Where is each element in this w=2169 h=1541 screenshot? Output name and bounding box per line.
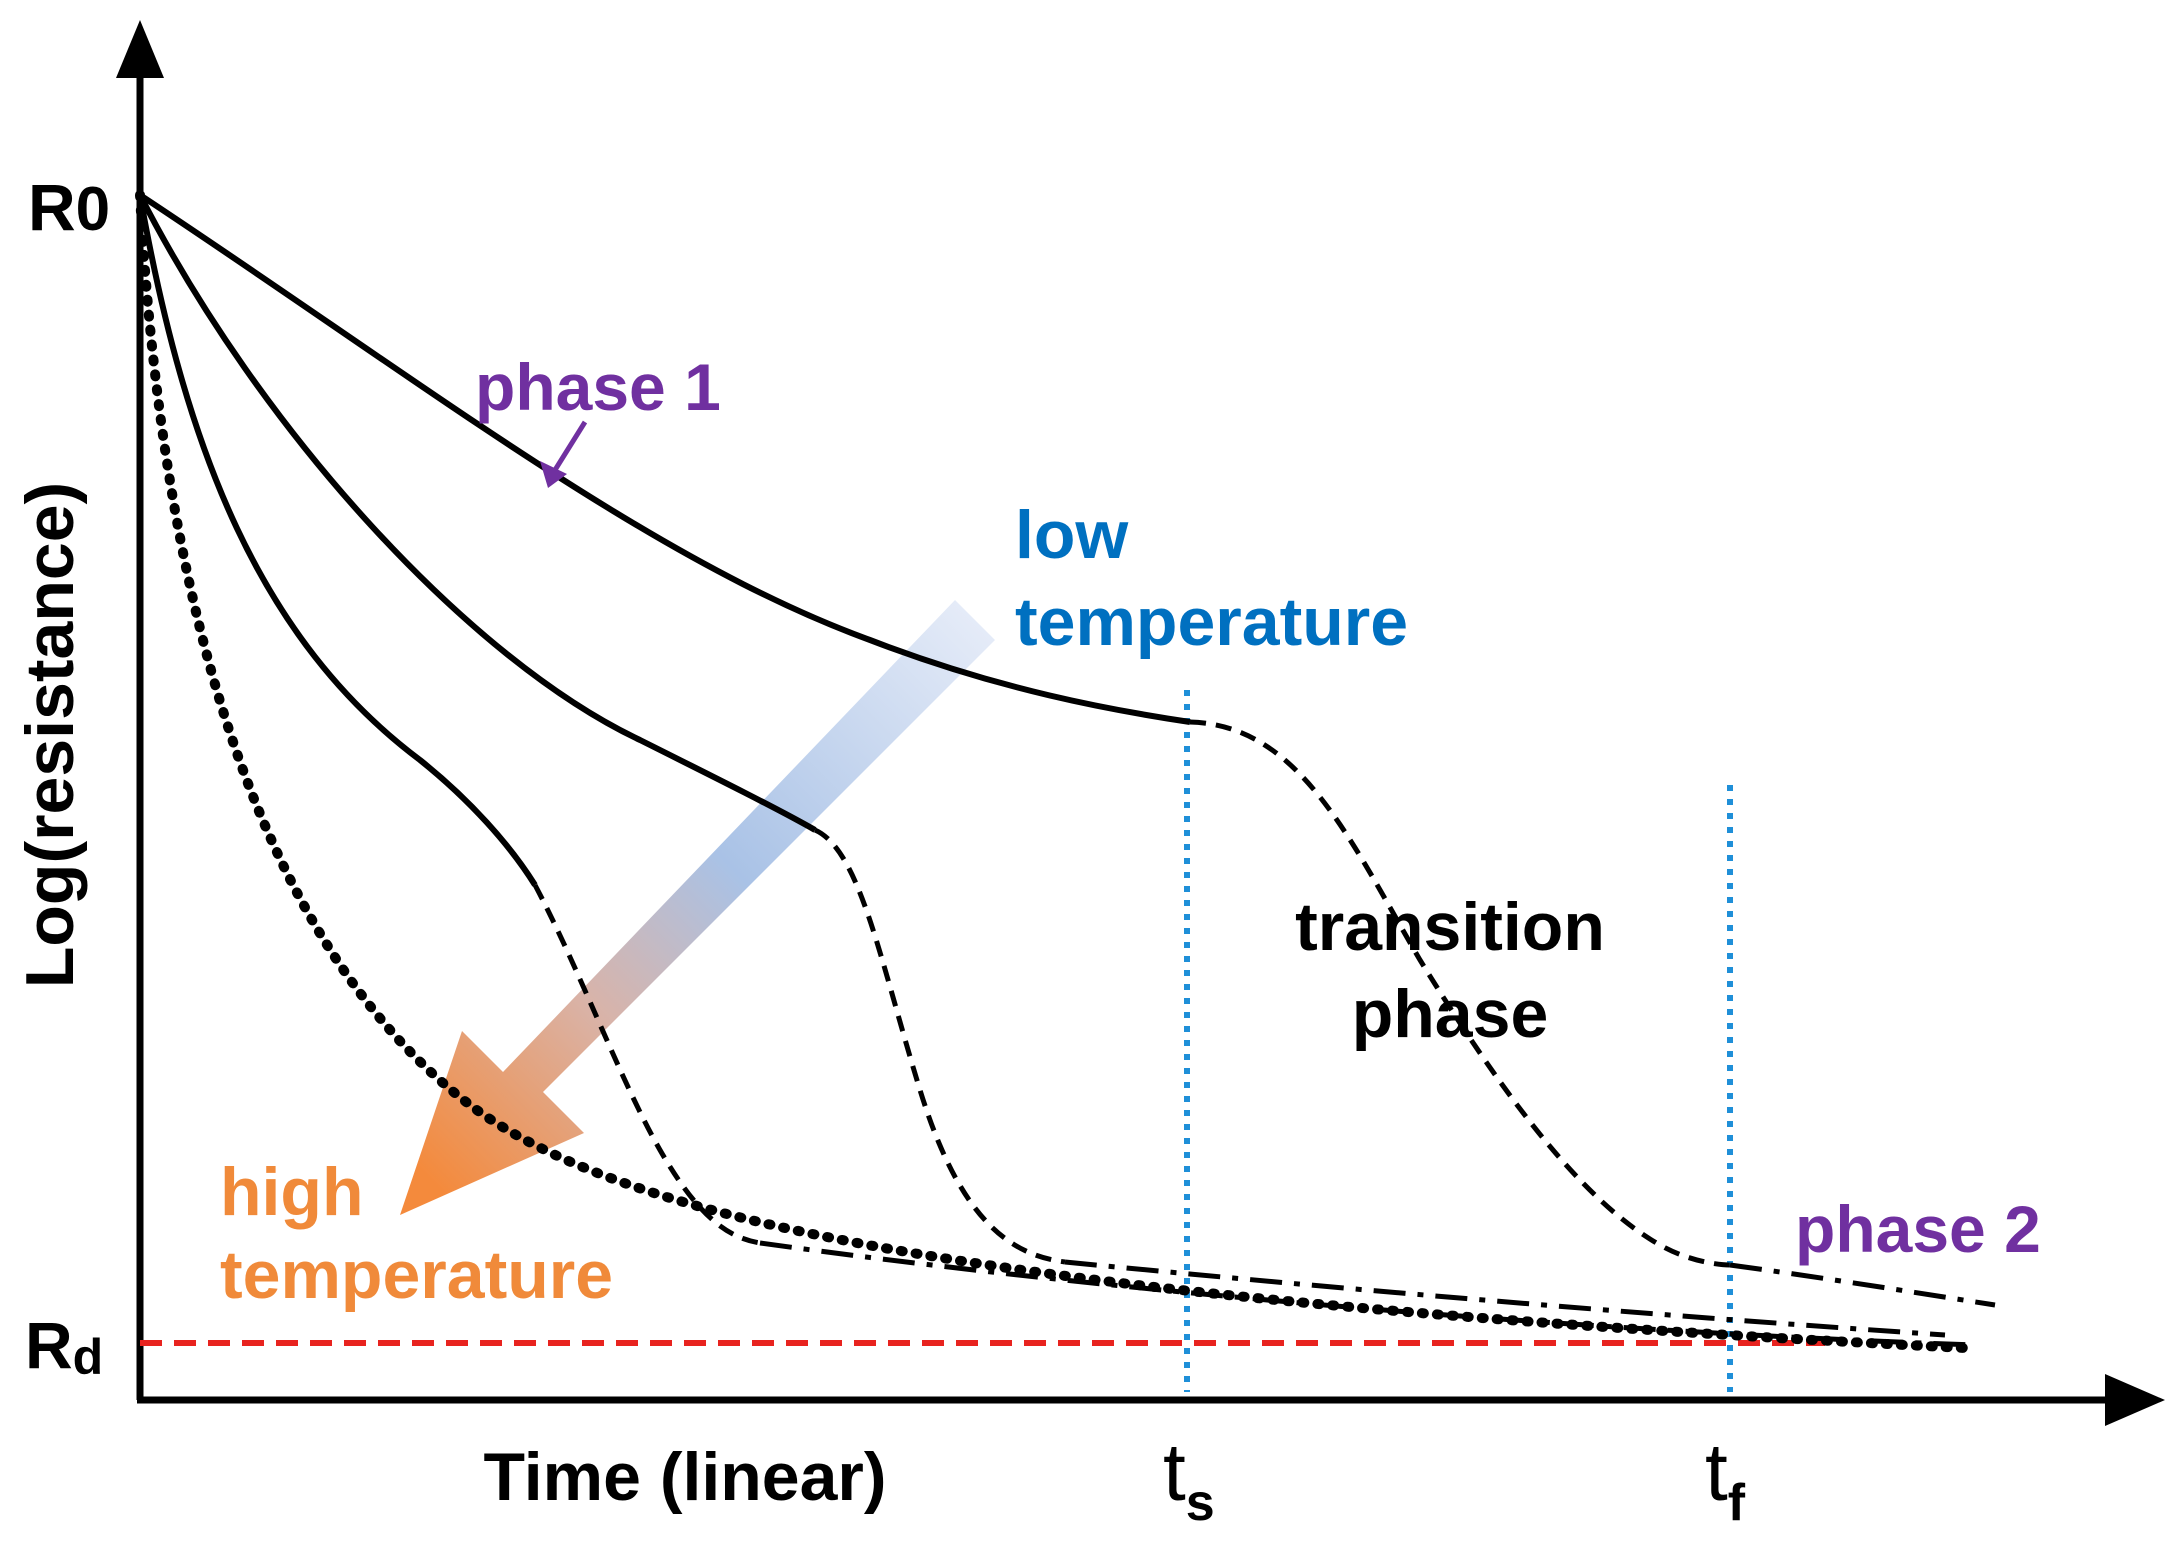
ts-label: ts	[1163, 1427, 1215, 1532]
transition-label-line1: transition	[1295, 889, 1605, 965]
low-temp-label-line2: temperature	[1015, 584, 1408, 660]
r0-label: R0	[28, 170, 110, 244]
high-temp-label-line1: high	[220, 1154, 364, 1230]
curve-highest-temp	[135, 190, 1970, 1353]
curve-high-temp-phase1	[137, 194, 538, 887]
curve-low-temp-transition	[1189, 719, 1731, 1268]
curve-low-temp-phase2	[1729, 1262, 1996, 1308]
temperature-gradient-arrow	[400, 600, 995, 1215]
high-temp-label-line2: temperature	[220, 1237, 613, 1313]
transition-label-line2: phase	[1352, 976, 1549, 1052]
rd-label: Rd	[25, 1308, 103, 1385]
y-axis-arrowhead	[116, 20, 164, 78]
x-axis-label: Time (linear)	[483, 1439, 886, 1515]
curve-mid-temp-transition	[813, 827, 1066, 1265]
y-axis-label: Log(resistance)	[12, 482, 88, 988]
curve-mid-temp-phase1	[137, 193, 817, 833]
curve-high-temp-transition	[532, 883, 761, 1246]
curve-mid-temp-phase2	[1064, 1259, 1946, 1338]
phase2-label: phase 2	[1795, 1192, 2041, 1266]
curve-low-temp-phase1	[138, 192, 1191, 725]
phase1-label: phase 1	[475, 350, 721, 424]
phase1-pointer-head	[540, 461, 567, 488]
phase1-pointer	[552, 420, 588, 472]
low-temp-label-line1: low	[1015, 497, 1129, 573]
x-axis-arrowhead	[2105, 1374, 2165, 1426]
tf-label: tf	[1705, 1427, 1746, 1532]
